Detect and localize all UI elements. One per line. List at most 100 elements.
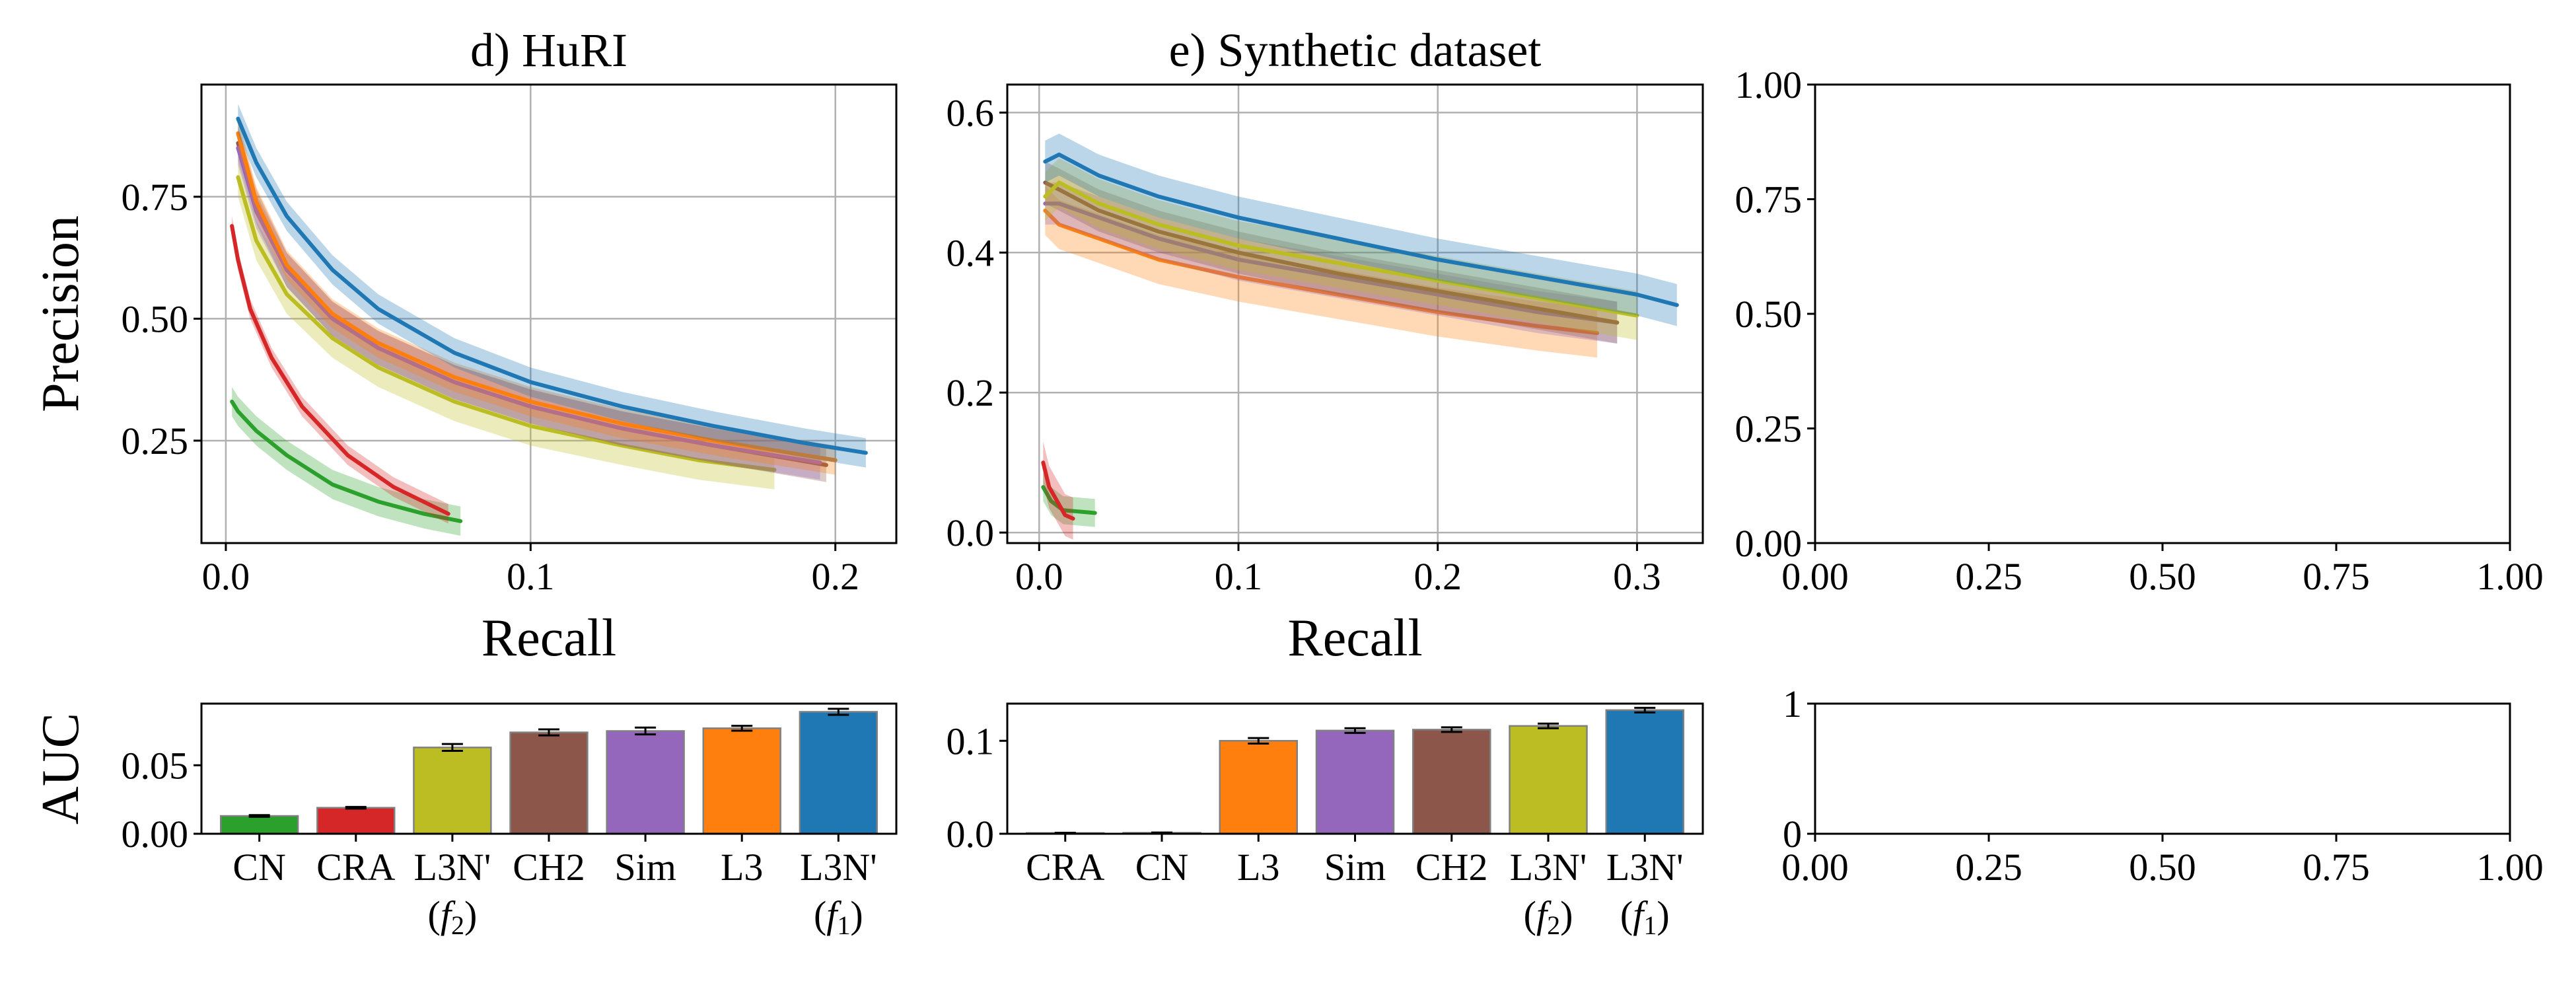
panel-auc_synthetic: CRA CN L3 Sim CH2 L3N'(f2)L3N'(f1)0.00.1 <box>947 702 1704 940</box>
series-group <box>230 104 868 536</box>
x-tick-label: 0.50 <box>2129 846 2196 889</box>
x-tick-label: 0.75 <box>2303 555 2370 598</box>
series-line-CRA <box>1041 460 1075 521</box>
y-tick-label: 1.00 <box>1735 63 1803 106</box>
bar-label: (f1) <box>1620 893 1670 940</box>
series-band-CRA <box>1043 441 1073 540</box>
y-tick-label: 0.2 <box>947 371 995 414</box>
x-tick-label: 1.00 <box>2476 846 2544 889</box>
chart-title: d) HuRI <box>470 24 627 77</box>
x-tick-label: 0.75 <box>2303 846 2370 889</box>
y-axis-label: Precision <box>32 215 90 412</box>
y-tick-label: 0 <box>1783 813 1802 856</box>
y-tick-label: 0.6 <box>947 91 995 134</box>
panel-pr_empty: 0.00 0.25 0.50 0.75 1.00 0.00 0.25 0.50 0.75 1.00 <box>1735 63 2544 598</box>
bar-CRA <box>316 807 396 835</box>
y-tick-label: 0.25 <box>122 420 189 462</box>
series-line-L3N_f1 <box>236 116 868 455</box>
series-line-CH2 <box>1043 180 1620 325</box>
series-line-CRA <box>230 224 450 516</box>
y-tick-label: 0.1 <box>947 719 995 762</box>
bar-label: CH2 <box>513 846 585 889</box>
bar-L3N_f2 <box>1509 725 1588 835</box>
y-tick-label: 0.00 <box>122 813 189 856</box>
bar-Sim <box>606 730 685 835</box>
bar-label: (f1) <box>814 893 863 940</box>
bar-L3N_f1 <box>799 711 878 835</box>
series-band-L3N_f2 <box>1045 158 1637 340</box>
series-line-Sim <box>236 145 822 465</box>
bar-L3N_f2 <box>413 747 492 835</box>
series-band-L3N_f1 <box>238 104 866 468</box>
y-axis-label: AUC <box>32 713 90 825</box>
series-band-CH2 <box>238 126 826 482</box>
x-tick-label: 0.25 <box>1955 555 2022 598</box>
bar-label: CRA <box>316 846 395 889</box>
x-tick-label: 0.2 <box>811 555 859 598</box>
series-group <box>1041 133 1679 540</box>
x-tick-label: 0.2 <box>1413 555 1462 598</box>
y-tick-label: 0.75 <box>1735 178 1803 221</box>
x-tick-label: 0.50 <box>2129 555 2196 598</box>
y-tick-label: 0.05 <box>122 744 189 787</box>
bar-L3 <box>1219 740 1298 835</box>
bar-label: L3N' <box>1606 846 1684 889</box>
bar-label: CN <box>233 846 286 889</box>
bar-label: L3 <box>721 846 763 889</box>
bar-CN <box>219 815 299 835</box>
y-tick-label: 0.00 <box>1735 522 1803 565</box>
bar-label: CRA <box>1026 846 1104 889</box>
series-band-Sim <box>238 131 820 480</box>
y-tick-label: 0.50 <box>122 297 189 340</box>
x-tick-label: 0.00 <box>1781 555 1849 598</box>
bar-L3N_f1 <box>1605 709 1684 835</box>
series-line-Sim <box>1043 202 1620 325</box>
pr_empty-frame <box>1814 83 2511 544</box>
bar-label: CH2 <box>1415 846 1488 889</box>
series-line-L3N_f2 <box>236 175 777 472</box>
bar-Sim <box>1315 729 1395 835</box>
series-line-L3 <box>236 131 838 462</box>
bar-L3 <box>702 727 781 835</box>
bar-label: (f2) <box>427 893 477 940</box>
auc_empty-frame <box>1814 702 2511 835</box>
series-line-CN <box>230 399 463 523</box>
x-tick-label: 0.0 <box>202 555 250 598</box>
x-tick-label: 0.1 <box>1215 555 1263 598</box>
y-tick-label: 0.25 <box>1735 408 1803 451</box>
bar-label: (f2) <box>1524 893 1573 940</box>
series-band-L3N_f2 <box>238 157 775 490</box>
bar-label: Sim <box>1324 846 1386 889</box>
series-band-L3N_f1 <box>1045 133 1677 326</box>
bar-label: L3N' <box>414 846 491 889</box>
bar-label: Sim <box>614 846 676 889</box>
series-line-L3N_f1 <box>1043 152 1679 307</box>
panel-auc_empty: 0 1 0.00 0.25 0.50 0.75 1.00 <box>1781 682 2544 889</box>
y-tick-label: 0.4 <box>947 231 995 274</box>
x-tick-label: 0.25 <box>1955 846 2022 889</box>
panel-pr_huri: 0.25 0.50 0.75 0.0 0.1 0.2 d) HuRI Recall Precis… <box>32 24 898 667</box>
chart-title: e) Synthetic dataset <box>1169 24 1542 77</box>
y-tick-label: 1 <box>1783 682 1802 725</box>
auc_huri-frame <box>200 702 898 835</box>
series-band-CRA <box>232 216 448 524</box>
panel-pr_synthetic: 0.0 0.2 0.4 0.6 0.0 0.1 0.2 0.3 e) Synthetic dat… <box>947 24 1704 667</box>
y-tick-label: 0.50 <box>1735 293 1803 336</box>
bar-label: L3N' <box>1510 846 1587 889</box>
x-axis-label: Recall <box>482 609 616 667</box>
x-tick-label: 0.0 <box>1015 555 1063 598</box>
bar-CH2 <box>1412 729 1491 835</box>
bar-label: L3 <box>1237 846 1279 889</box>
series-line-L3N_f2 <box>1043 180 1639 318</box>
bar-CH2 <box>509 731 589 835</box>
series-band-CN <box>232 386 461 536</box>
bar-label: CN <box>1135 846 1189 889</box>
y-tick-label: 0.0 <box>947 813 995 856</box>
bar-label: L3N' <box>800 846 877 889</box>
x-tick-label: 0.1 <box>507 555 555 598</box>
x-tick-label: 1.00 <box>2476 555 2544 598</box>
x-tick-label: 0.3 <box>1613 555 1661 598</box>
y-tick-label: 0.75 <box>122 176 189 219</box>
pr_huri-frame <box>200 83 898 544</box>
